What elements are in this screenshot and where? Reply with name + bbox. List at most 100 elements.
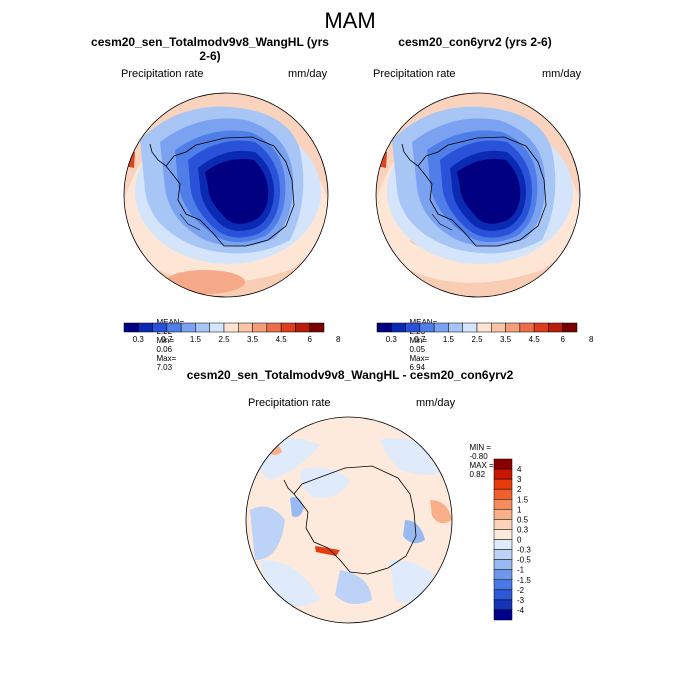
panel1-colorbar-label: 3.5 (247, 335, 259, 344)
panel1-colorbar-label: 0.3 (133, 335, 145, 344)
diff-colorbar-swatch (493, 539, 513, 550)
diff-colorbar-swatch (493, 458, 513, 470)
panel2-colorbar-label: 1.5 (443, 335, 455, 344)
panel1-colorbar-label: 2.5 (218, 335, 230, 344)
diff-colorbar-swatch (493, 599, 513, 611)
diff-colorbar-label: -2 (517, 586, 525, 595)
diff-colorbar-swatch (493, 579, 513, 591)
diff-colorbar-label: 3 (517, 475, 522, 484)
panel2-colorbar-swatch (419, 322, 435, 333)
panel2-colorbar-label: 0.7 (414, 335, 426, 344)
panel1-title: cesm20_sen_Totalmodv9v8_WangHL (yrs 2-6) (91, 35, 329, 63)
panel2-max-value: 6.94 (409, 363, 426, 372)
diff-units: mm/day (416, 397, 456, 409)
panel2-colorbar-swatch (491, 322, 506, 333)
diff-stats: MIN = -0.80 MAX = 0.82 (465, 434, 494, 479)
panel2-min-label: Min= (409, 336, 428, 345)
panel1-colorbar-label: 4.5 (276, 335, 288, 344)
diff-colorbar-swatch (493, 569, 513, 580)
panel2-colorbar-swatch (519, 322, 535, 333)
panel1-mean-label: MEAN= (156, 318, 185, 327)
panel2-colorbar-label: 8 (589, 335, 594, 344)
diff-colorbar-label: -0.5 (517, 556, 531, 565)
panel1-units: mm/day (288, 68, 328, 80)
diff-colorbar-label: -0.3 (517, 546, 531, 555)
diff-colorbar-label: -3 (517, 596, 525, 605)
panel1-map (123, 92, 329, 298)
panel1-variable: Precipitation rate (121, 68, 204, 80)
panel1-colorbar-swatch (252, 322, 268, 333)
panel2-colorbar-swatch (391, 322, 406, 333)
panel1-colorbar-swatch (123, 322, 139, 333)
panel2-colorbar-swatch (405, 322, 421, 333)
diff-colorbar-swatch (493, 559, 513, 570)
diff-colorbar-label: 0.5 (517, 515, 529, 524)
diff-colorbar-swatch (493, 529, 513, 540)
panel1-colorbar-swatch (152, 322, 168, 333)
diff-colorbar-label: 0.3 (517, 525, 529, 534)
panel2-colorbar-swatch (476, 322, 492, 333)
panel1-min-value: 0.06 (156, 345, 173, 354)
diff-colorbar-label: 0 (517, 536, 522, 545)
diff-map (245, 416, 453, 624)
diff-colorbar-label: -4 (517, 606, 525, 615)
diff-max-label: MAX = (469, 461, 494, 470)
panel1-colorbar-swatch (295, 322, 310, 333)
panel2-mean-label: MEAN= (409, 318, 438, 327)
diff-colorbar-label: 2 (517, 485, 522, 494)
diff-colorbar-label: 1 (517, 505, 522, 514)
panel1-colorbar-label: 6 (307, 335, 312, 344)
panel2-colorbar-label: 4.5 (529, 335, 541, 344)
panel1-max-value: 7.03 (156, 363, 173, 372)
panel1-colorbar-swatch (138, 322, 153, 333)
panel1-colorbar-swatch (238, 322, 253, 333)
diff-max-value: 0.82 (469, 470, 486, 479)
panel1-colorbar-swatch (223, 322, 239, 333)
panel2-colorbar-label: 0.3 (386, 335, 398, 344)
panel2-colorbar-swatch (562, 322, 578, 333)
panel2-variable: Precipitation rate (373, 68, 456, 80)
diff-colorbar-swatch (493, 509, 513, 520)
panel2-colorbar-swatch (533, 322, 549, 333)
panel1-colorbar-label: 8 (336, 335, 341, 344)
diff-colorbar-swatch (493, 589, 513, 601)
diff-colorbar-label: 1.5 (517, 495, 529, 504)
panel2-units: mm/day (542, 68, 582, 80)
diff-title: cesm20_sen_Totalmodv9v8_WangHL - cesm20_… (186, 368, 514, 382)
panel2-colorbar-label: 2.5 (471, 335, 483, 344)
panel2-colorbar-label: 6 (560, 335, 565, 344)
panel1-max-label: Max= (156, 354, 177, 363)
panel2-colorbar-swatch (448, 322, 463, 333)
panel1-colorbar-label: 1.5 (190, 335, 202, 344)
diff-colorbar-swatch (493, 488, 513, 500)
diff-colorbar-swatch (493, 499, 513, 510)
panel2-max-label: Max= (409, 354, 430, 363)
figure-title: MAM (324, 8, 376, 33)
panel1-colorbar-swatch (180, 322, 196, 333)
diff-min-label: MIN = (469, 443, 492, 452)
panel1-colorbar-swatch (266, 322, 282, 333)
panel1-colorbar: 0.3 0.7 1.5 2.5 3.5 4.5 6 8 (123, 322, 341, 344)
panel2-colorbar-swatch (433, 322, 449, 333)
diff-colorbar-swatch (493, 478, 513, 490)
panel2-colorbar-label: 3.5 (500, 335, 512, 344)
panel2-map (375, 92, 581, 298)
panel1-colorbar-label: 0.7 (161, 335, 173, 344)
panel2-colorbar: 0.3 0.7 1.5 2.5 3.5 4.5 6 8 (376, 322, 594, 344)
diff-colorbar-swatch (493, 468, 513, 480)
panel2-colorbar-swatch (376, 322, 392, 333)
diff-colorbar-swatch (493, 609, 513, 621)
diff-colorbar-label: -1 (517, 566, 525, 575)
panel1-min-label: Min= (156, 336, 175, 345)
panel2-min-value: 0.05 (409, 345, 426, 354)
panel1-colorbar-swatch (280, 322, 296, 333)
diff-min-value: -0.80 (469, 452, 488, 461)
diff-colorbar-label: -1.5 (517, 576, 531, 585)
panel1-colorbar-swatch (209, 322, 225, 333)
diff-variable: Precipitation rate (248, 397, 331, 409)
diff-colorbar-label: 4 (517, 465, 522, 474)
diff-colorbar-swatch (493, 519, 513, 530)
panel1-colorbar-swatch (166, 322, 182, 333)
